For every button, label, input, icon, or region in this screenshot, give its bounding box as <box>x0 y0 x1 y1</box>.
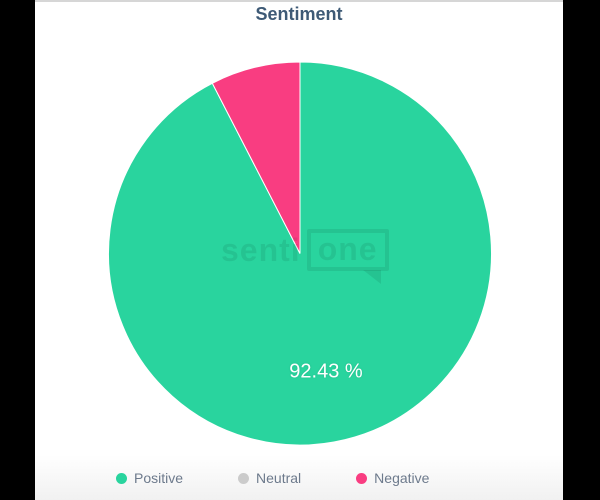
positive-slice-percent-label: 92.43 % <box>289 360 363 383</box>
legend-label-neutral: Neutral <box>256 470 302 486</box>
legend-label-negative: Negative <box>374 470 430 486</box>
panel-top-border <box>35 0 563 2</box>
legend-item-neutral[interactable]: Neutral <box>238 469 301 487</box>
legend-item-negative[interactable]: Negative <box>356 469 429 487</box>
left-letterbox-bar <box>0 0 35 500</box>
legend-item-positive[interactable]: Positive <box>116 469 183 487</box>
chart-title: Sentiment <box>255 4 343 24</box>
pie-slices <box>108 61 492 446</box>
chart-legend: Positive Neutral Negative <box>116 469 429 487</box>
pie-slice-negative[interactable] <box>211 61 301 254</box>
legend-label-positive: Positive <box>134 470 184 486</box>
right-letterbox-bar <box>563 0 600 500</box>
neutral-legend-dot-icon <box>238 472 250 484</box>
positive-legend-dot-icon <box>116 472 127 484</box>
negative-legend-dot-icon <box>356 472 368 484</box>
